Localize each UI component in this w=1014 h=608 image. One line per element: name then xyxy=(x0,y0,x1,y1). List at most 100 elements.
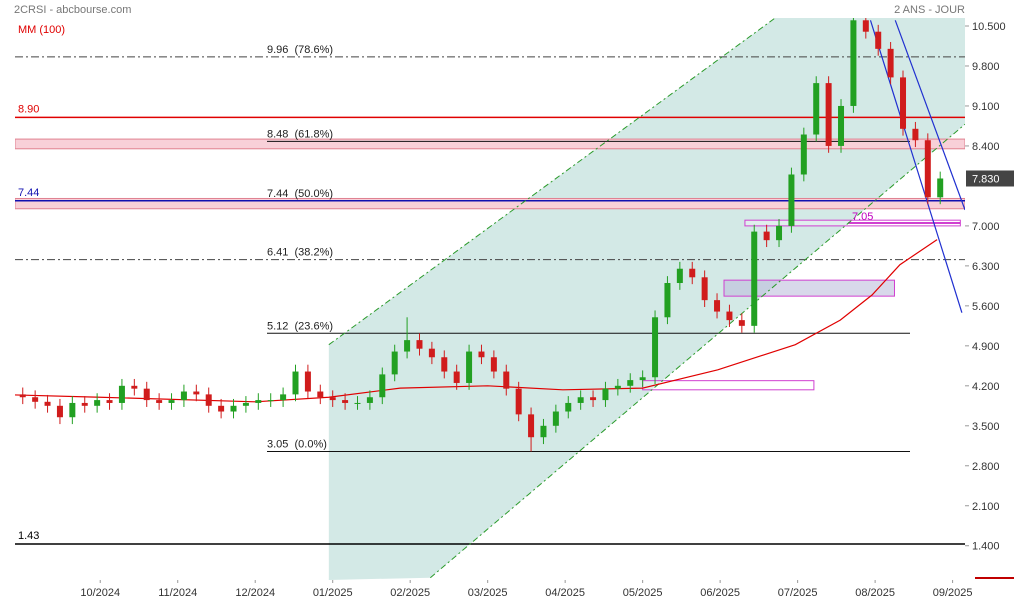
y-tick-label: 5.600 xyxy=(972,301,1000,313)
candle-body xyxy=(342,400,349,403)
candle-body xyxy=(528,414,535,438)
candle-body xyxy=(56,405,63,418)
candle-body xyxy=(515,388,522,415)
candle-body xyxy=(32,397,39,402)
y-tick-label: 9.800 xyxy=(972,61,1000,73)
zone xyxy=(15,138,965,150)
trend-line xyxy=(869,20,963,313)
candle-body xyxy=(478,351,485,358)
candle-body xyxy=(44,401,51,406)
candle-body xyxy=(267,400,274,402)
y-tick-label: 7.000 xyxy=(972,221,1000,233)
candle-body xyxy=(69,402,76,418)
candle-body xyxy=(701,277,708,301)
fib-label: 7.44 (50.0%) xyxy=(267,188,333,200)
candle-body xyxy=(738,320,745,326)
chart-title: 2CRSI - abcbourse.com xyxy=(14,4,131,16)
trend-line xyxy=(894,20,965,211)
candle-body xyxy=(428,348,435,358)
candle-body xyxy=(106,400,113,403)
candle-body xyxy=(230,405,237,412)
candle-body xyxy=(94,400,101,406)
x-tick-label: 11/2024 xyxy=(158,587,197,599)
candle-body xyxy=(156,400,163,403)
candle-body xyxy=(714,300,721,312)
x-tick-label: 10/2024 xyxy=(80,587,120,599)
last-price-label: 7.830 xyxy=(972,173,1000,185)
level-label: 7.05 xyxy=(852,211,873,223)
candle-body xyxy=(416,340,423,349)
candle-body xyxy=(590,397,597,401)
channel-fill xyxy=(328,18,965,580)
y-tick-label: 2.100 xyxy=(972,501,1000,513)
candle-body xyxy=(751,231,758,326)
candle-body xyxy=(453,371,460,383)
candle-body xyxy=(862,20,869,32)
candle-body xyxy=(131,385,138,389)
y-tick-label: 9.100 xyxy=(972,101,1000,113)
candle-body xyxy=(304,371,311,392)
x-tick-label: 12/2024 xyxy=(235,587,275,599)
candle-body xyxy=(255,400,262,403)
candle-body xyxy=(354,402,361,404)
candle-body xyxy=(602,388,609,401)
candle-body xyxy=(366,397,373,403)
candle-body xyxy=(168,400,175,403)
level-label: 8.90 xyxy=(18,103,39,115)
candle-body xyxy=(652,317,659,378)
y-tick-label: 4.200 xyxy=(972,381,1000,393)
candle-body xyxy=(19,394,26,398)
y-tick-label: 6.300 xyxy=(972,261,1000,273)
y-tick-label: 8.400 xyxy=(972,141,1000,153)
candle-body xyxy=(391,351,398,375)
level-label: 1.43 xyxy=(18,530,39,542)
y-tick-label: 4.900 xyxy=(972,341,1000,353)
candle-body xyxy=(329,397,336,401)
x-tick-label: 07/2025 xyxy=(778,587,818,599)
candle-body xyxy=(887,48,894,78)
x-tick-label: 03/2025 xyxy=(468,587,508,599)
candle-body xyxy=(875,31,882,49)
y-tick-label: 1.400 xyxy=(972,541,1000,553)
last-price-box xyxy=(966,170,1014,187)
candle-body xyxy=(689,268,696,278)
candle-body xyxy=(800,134,807,175)
channel-line xyxy=(328,18,776,346)
fib-label: 9.96 (78.6%) xyxy=(267,44,333,56)
candle-body xyxy=(193,391,200,395)
x-tick-label: 08/2025 xyxy=(855,587,895,599)
level-label: 7.44 xyxy=(18,187,39,199)
candle-body xyxy=(180,391,187,401)
candle-body xyxy=(118,385,125,403)
candle-body xyxy=(292,371,299,395)
candle-body xyxy=(490,357,497,372)
candle-body xyxy=(639,377,646,381)
candle-body xyxy=(627,380,634,386)
candle-body xyxy=(540,425,547,438)
candle-body xyxy=(776,225,783,241)
fib-label: 8.48 (61.8%) xyxy=(267,128,333,140)
candle-body xyxy=(404,340,411,352)
candle-body xyxy=(81,402,88,406)
candle-body xyxy=(577,397,584,403)
candle-body xyxy=(676,268,683,284)
zone xyxy=(15,197,965,210)
candle-body xyxy=(838,105,845,146)
candle-body xyxy=(664,283,671,318)
candle-body xyxy=(280,394,287,401)
fib-label: 5.12 (23.6%) xyxy=(267,320,333,332)
legend-entry: MM (100) xyxy=(18,24,65,36)
candle-body xyxy=(205,394,212,406)
fib-label: 6.41 (38.2%) xyxy=(267,247,333,259)
candle-body xyxy=(614,385,621,389)
x-tick-label: 04/2025 xyxy=(545,587,585,599)
chart-subtitle: 2 ANS - JOUR xyxy=(894,4,965,16)
candle-body xyxy=(726,311,733,321)
fib-label: 3.05 (0.0%) xyxy=(267,438,327,450)
y-tick-label: 10.500 xyxy=(972,21,1006,33)
candle-body xyxy=(900,77,907,129)
candle-body xyxy=(379,374,386,398)
x-tick-label: 05/2025 xyxy=(623,587,663,599)
candle-body xyxy=(937,178,944,198)
